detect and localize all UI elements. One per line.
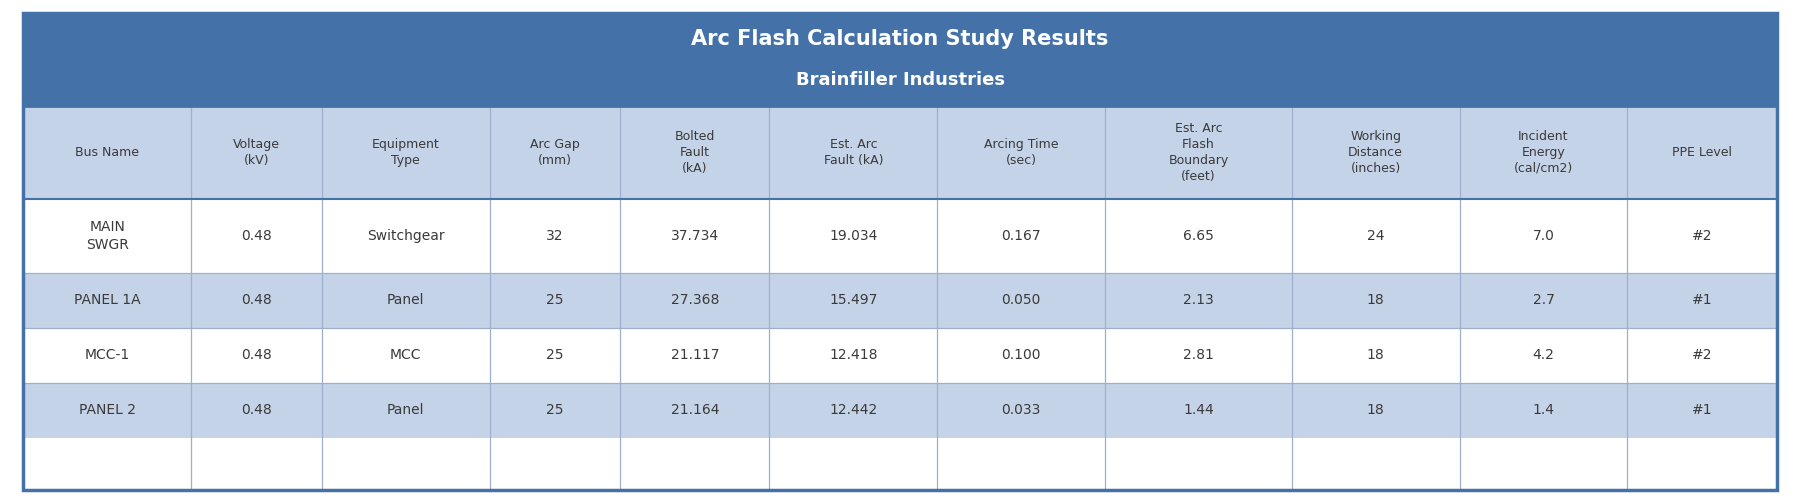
Text: 4.2: 4.2 (1532, 349, 1555, 363)
Text: 2.81: 2.81 (1183, 349, 1213, 363)
Text: 0.48: 0.48 (241, 293, 272, 307)
Text: 7.0: 7.0 (1532, 229, 1555, 243)
Text: 0.48: 0.48 (241, 229, 272, 243)
Text: 19.034: 19.034 (830, 229, 878, 243)
Text: 21.164: 21.164 (671, 403, 718, 417)
Text: #1: #1 (1692, 403, 1712, 417)
Text: 25: 25 (545, 403, 563, 417)
Text: 0.48: 0.48 (241, 403, 272, 417)
Text: 2.7: 2.7 (1532, 293, 1555, 307)
Bar (23, 13, 1777, 106)
Text: Panel: Panel (387, 403, 425, 417)
Text: Arc Flash Calculation Study Results: Arc Flash Calculation Study Results (691, 29, 1109, 49)
Text: 0.050: 0.050 (1001, 293, 1040, 307)
Text: Arc Gap
(mm): Arc Gap (mm) (529, 138, 580, 167)
Text: Est. Arc
Fault (kA): Est. Arc Fault (kA) (824, 138, 884, 167)
Text: MAIN
SWGR: MAIN SWGR (86, 220, 130, 252)
Text: Working
Distance
(inches): Working Distance (inches) (1348, 130, 1402, 175)
Text: Panel: Panel (387, 293, 425, 307)
Text: PPE Level: PPE Level (1672, 146, 1732, 159)
Text: Bus Name: Bus Name (76, 146, 139, 159)
Bar (23, 383, 1777, 438)
Text: 6.65: 6.65 (1183, 229, 1213, 243)
Text: 0.167: 0.167 (1001, 229, 1040, 243)
Text: Voltage
(kV): Voltage (kV) (232, 138, 281, 167)
Text: 18: 18 (1366, 349, 1384, 363)
Text: 12.418: 12.418 (830, 349, 878, 363)
Bar (23, 199, 1777, 273)
Text: Brainfiller Industries: Brainfiller Industries (796, 70, 1004, 89)
Text: 32: 32 (545, 229, 563, 243)
Text: Arcing Time
(sec): Arcing Time (sec) (985, 138, 1058, 167)
Text: Est. Arc
Flash
Boundary
(feet): Est. Arc Flash Boundary (feet) (1168, 122, 1229, 183)
Text: 0.033: 0.033 (1001, 403, 1040, 417)
Text: 27.368: 27.368 (671, 293, 718, 307)
Text: #1: #1 (1692, 293, 1712, 307)
Text: #2: #2 (1692, 349, 1712, 363)
Bar (23, 328, 1777, 383)
Text: 25: 25 (545, 349, 563, 363)
Bar (23, 106, 1777, 199)
Text: 15.497: 15.497 (830, 293, 878, 307)
Text: 18: 18 (1366, 293, 1384, 307)
Text: 37.734: 37.734 (671, 229, 718, 243)
Text: 1.44: 1.44 (1183, 403, 1213, 417)
Text: PANEL 2: PANEL 2 (79, 403, 135, 417)
Text: Equipment
Type: Equipment Type (373, 138, 439, 167)
Text: 25: 25 (545, 293, 563, 307)
Text: 2.13: 2.13 (1183, 293, 1213, 307)
Text: MCC-1: MCC-1 (85, 349, 130, 363)
Text: Bolted
Fault
(kA): Bolted Fault (kA) (675, 130, 715, 175)
Text: 24: 24 (1366, 229, 1384, 243)
Text: 12.442: 12.442 (830, 403, 877, 417)
Text: MCC: MCC (391, 349, 421, 363)
Text: 0.100: 0.100 (1001, 349, 1040, 363)
Text: #2: #2 (1692, 229, 1712, 243)
Bar (23, 273, 1777, 328)
Text: 21.117: 21.117 (671, 349, 718, 363)
Text: 0.48: 0.48 (241, 349, 272, 363)
Text: Incident
Energy
(cal/cm2): Incident Energy (cal/cm2) (1514, 130, 1573, 175)
Text: 18: 18 (1366, 403, 1384, 417)
Text: PANEL 1A: PANEL 1A (74, 293, 140, 307)
Text: Switchgear: Switchgear (367, 229, 445, 243)
Text: 1.4: 1.4 (1532, 403, 1555, 417)
